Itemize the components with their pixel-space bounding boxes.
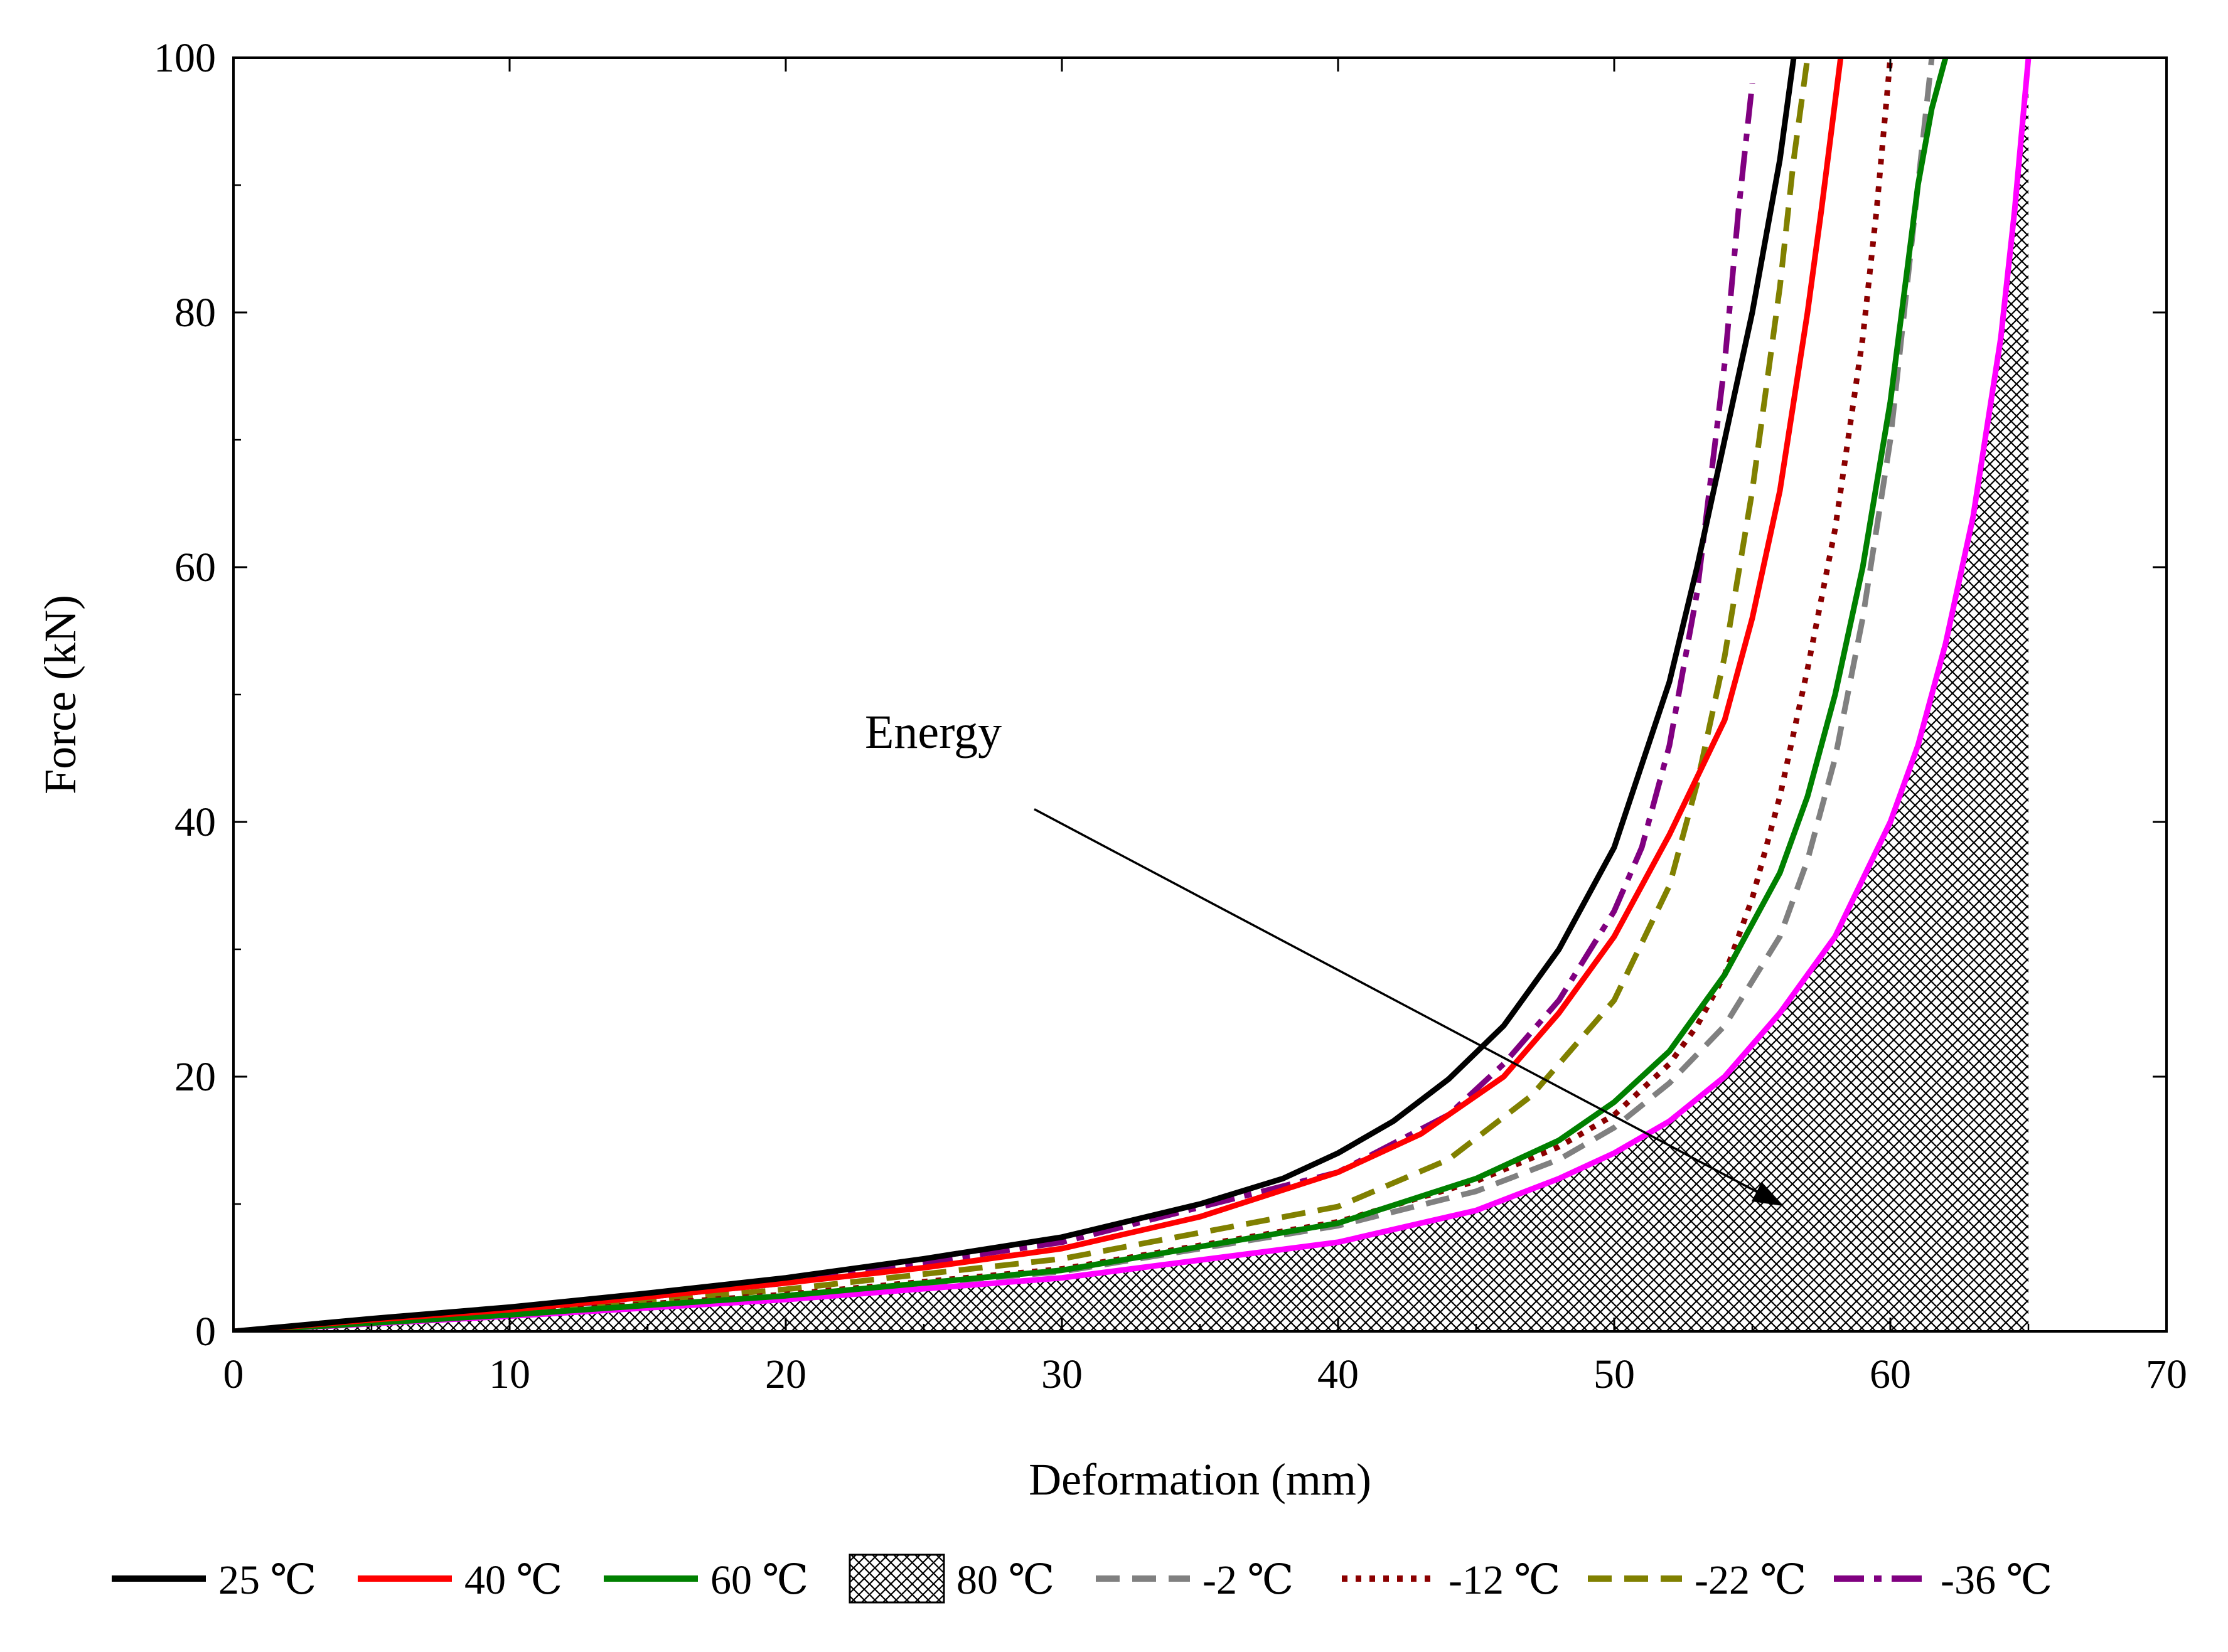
y-tick-label: 100	[154, 35, 216, 81]
legend-item-80c: 80 ℃	[849, 1553, 1054, 1604]
x-tick-label: 10	[489, 1351, 530, 1397]
series-line-25c	[233, 58, 1797, 1331]
y-axis-title: Force (kN)	[35, 595, 85, 794]
x-tick-label: 30	[1041, 1351, 1083, 1397]
y-tick-label: 20	[174, 1054, 216, 1100]
series-line-minus36c	[233, 83, 1755, 1331]
legend-label: 25 ℃	[218, 1557, 316, 1603]
series-line-minus12c	[233, 58, 1893, 1331]
y-tick-label: 0	[195, 1309, 216, 1355]
legend-label: 80 ℃	[956, 1557, 1054, 1603]
legend-item-40c: 40 ℃	[358, 1557, 562, 1603]
series-lines	[233, 58, 2032, 1331]
legend-label: -36 ℃	[1941, 1557, 2052, 1603]
legend-label: 40 ℃	[464, 1557, 562, 1603]
series-line-80c	[233, 58, 2032, 1331]
shaded-energy-region	[233, 58, 2028, 1331]
y-tick-label: 40	[174, 799, 216, 845]
legend-swatch	[849, 1553, 945, 1604]
x-tick-label: 0	[223, 1351, 244, 1397]
x-tick-label: 20	[765, 1351, 806, 1397]
y-tick-label: 80	[174, 290, 216, 336]
x-tick-label: 60	[1870, 1351, 1911, 1397]
y-tick-label: 60	[174, 545, 216, 590]
legend-label: -22 ℃	[1695, 1557, 1806, 1603]
hatch-area	[233, 58, 2028, 1331]
series-line-40c	[233, 58, 1844, 1331]
x-axis: 0 10 20 30 40 50 60 70	[223, 58, 2187, 1397]
legend-item-minus2c: -2 ℃	[1096, 1557, 1293, 1603]
legend-label: 60 ℃	[710, 1557, 808, 1603]
legend-item-25c: 25 ℃	[112, 1557, 316, 1603]
legend-label: -2 ℃	[1202, 1557, 1293, 1603]
energy-arrow	[1034, 808, 1784, 1207]
legend-label: -12 ℃	[1449, 1557, 1560, 1603]
x-tick-label: 40	[1317, 1351, 1359, 1397]
legend-item-minus12c: -12 ℃	[1342, 1557, 1560, 1603]
x-tick-label: 50	[1593, 1351, 1635, 1397]
series-line-minus22c	[233, 58, 1811, 1331]
energy-annotation: Energy	[865, 706, 1002, 759]
legend-item-minus22c: -22 ℃	[1588, 1557, 1806, 1603]
series-line-60c	[233, 58, 1949, 1331]
x-axis-title: Deformation (mm)	[1029, 1454, 1371, 1505]
y-axis: 0 20 40 60 80 100	[154, 35, 2166, 1355]
x-tick-label: 70	[2146, 1351, 2187, 1397]
legend: 25 ℃ 40 ℃ 60 ℃ 80 ℃ -2 ℃ -12 ℃ -22 ℃ -36 ℃	[112, 1553, 2052, 1604]
legend-item-minus36c: -36 ℃	[1834, 1557, 2052, 1603]
legend-item-60c: 60 ℃	[604, 1557, 808, 1603]
